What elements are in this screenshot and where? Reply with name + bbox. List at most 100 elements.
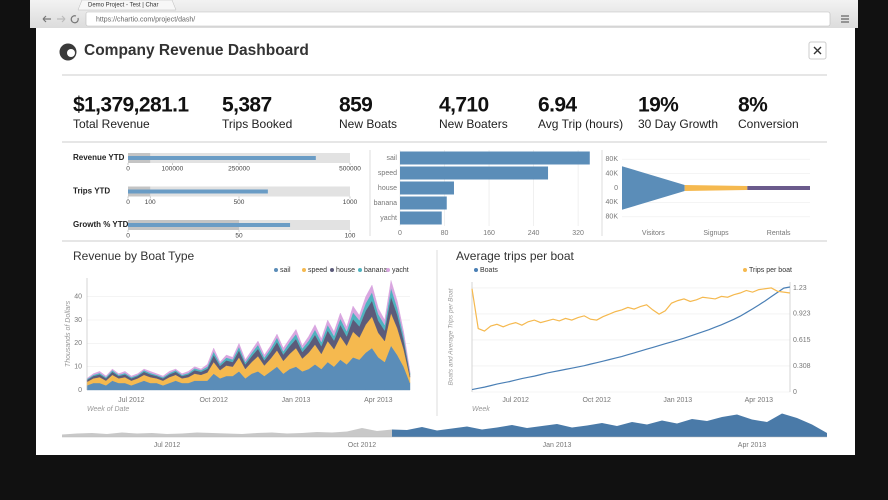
y-tick-label: 80K	[606, 214, 619, 221]
legend-label: speed	[308, 267, 327, 274]
legend-swatch	[330, 268, 334, 272]
legend-label: Trips per boat	[749, 267, 792, 274]
x-tick-label: 0	[398, 230, 402, 237]
x-tick-label: 100	[345, 233, 356, 240]
y-tick-label: house	[378, 185, 397, 192]
tab-title[interactable]: Demo Project - Test | Char	[88, 3, 158, 9]
bar	[400, 196, 447, 210]
y-tick-label: 10	[74, 364, 82, 371]
menu-button[interactable]	[841, 15, 849, 23]
kpi-value: 8%	[738, 94, 768, 117]
x-tick-label: Oct 2012	[582, 397, 611, 404]
y-axis-label: Boats and Average Trips per Boat	[448, 287, 455, 385]
bar	[400, 151, 590, 165]
y-tick-label: 20	[74, 340, 82, 347]
x-tick-label: Oct 2012	[348, 442, 377, 449]
y2-tick-label: 1.23	[793, 285, 807, 292]
funnel-segment	[747, 186, 810, 190]
funnel-segment	[684, 184, 748, 192]
x-tick-label: 80	[441, 230, 449, 237]
y2-tick-label: 0	[793, 389, 797, 396]
legend-label: house	[336, 267, 355, 274]
kpi-label: 30 Day Growth	[638, 117, 718, 131]
x-tick-label: Jul 2012	[154, 442, 181, 449]
bar	[400, 166, 549, 180]
x-tick-label: 500000	[339, 166, 361, 173]
legend-swatch	[474, 268, 478, 272]
x-tick-label: Visitors	[642, 230, 665, 237]
bullet-label: Trips YTD	[73, 187, 110, 196]
legend-label: Boats	[480, 267, 498, 274]
legend-label: sail	[280, 267, 291, 274]
kpi-value: 4,710	[439, 94, 489, 117]
y-tick-label: 0	[614, 185, 618, 192]
kpi-value: 859	[339, 94, 372, 117]
legend-swatch	[386, 268, 390, 272]
kpi-value: 19%	[638, 94, 679, 117]
legend-swatch	[274, 268, 278, 272]
x-tick-label: 0	[126, 233, 130, 240]
bar	[400, 181, 454, 195]
browser-tab[interactable]	[77, 0, 177, 11]
x-tick-label: Apr 2013	[745, 397, 774, 404]
x-tick-label: 0	[126, 199, 130, 206]
y-tick-label: 40K	[606, 199, 619, 206]
x-tick-label: 500	[234, 199, 245, 206]
x-tick-label: Apr 2013	[738, 442, 767, 449]
x-tick-label: Jul 2012	[502, 397, 529, 404]
chart-title: Average trips per boat	[456, 249, 575, 263]
logo-inner	[67, 49, 75, 57]
kpi-label: Conversion	[738, 117, 799, 131]
x-tick-label: Rentals	[767, 230, 791, 237]
y-tick-label: yacht	[380, 215, 397, 222]
y-axis-label: Thousands of Dollars	[65, 300, 72, 367]
y2-tick-label: 0.923	[793, 311, 811, 318]
x-axis-label: Week of Date	[87, 406, 129, 413]
close-icon[interactable]	[813, 46, 822, 55]
x-tick-label: 50	[235, 233, 243, 240]
bullet-label: Revenue YTD	[73, 153, 125, 162]
funnel-segment	[622, 166, 685, 210]
x-tick-label: Jul 2012	[118, 397, 145, 404]
y-tick-label: sail	[386, 155, 397, 162]
x-tick-label: 1000	[343, 199, 358, 206]
x-tick-label: 0	[126, 166, 130, 173]
forward-button[interactable]	[57, 15, 66, 23]
x-tick-label: 160	[483, 230, 495, 237]
back-button[interactable]	[42, 15, 51, 23]
kpi-label: Total Revenue	[73, 117, 150, 131]
address-bar[interactable]	[85, 11, 831, 27]
timeline-area	[62, 413, 827, 437]
line	[471, 287, 791, 332]
x-tick-label: 320	[572, 230, 584, 237]
y-tick-label: 80K	[606, 156, 619, 163]
kpi-value: $1,379,281.1	[73, 94, 189, 117]
x-tick-label: Signups	[703, 230, 729, 237]
x-tick-label: Jan 2013	[543, 442, 572, 449]
y-tick-label: 40	[74, 294, 82, 301]
y-tick-label: banana	[374, 200, 397, 207]
legend-swatch	[302, 268, 306, 272]
x-tick-label: 240	[528, 230, 540, 237]
y2-tick-label: 0.615	[793, 337, 811, 344]
y2-tick-label: 0.308	[793, 363, 811, 370]
reload-button[interactable]	[70, 15, 79, 24]
legend-label: yacht	[392, 267, 409, 274]
bullet-bar	[128, 223, 291, 227]
legend-label: banana	[364, 267, 387, 274]
x-tick-label: 250000	[228, 166, 250, 173]
kpi-value: 6.94	[538, 94, 577, 117]
x-tick-label: Apr 2013	[364, 397, 393, 404]
line	[471, 286, 791, 391]
y-tick-label: 40K	[606, 170, 619, 177]
dashboard-title: Company Revenue Dashboard	[84, 42, 309, 59]
url[interactable]: https://chartio.com/project/dash/	[96, 16, 195, 23]
kpi-label: Avg Trip (hours)	[538, 117, 623, 131]
y-tick-label: speed	[378, 170, 397, 177]
bar	[400, 211, 442, 225]
x-axis-label: Week	[472, 406, 490, 413]
area	[86, 280, 411, 380]
bullet-bar	[128, 189, 268, 194]
